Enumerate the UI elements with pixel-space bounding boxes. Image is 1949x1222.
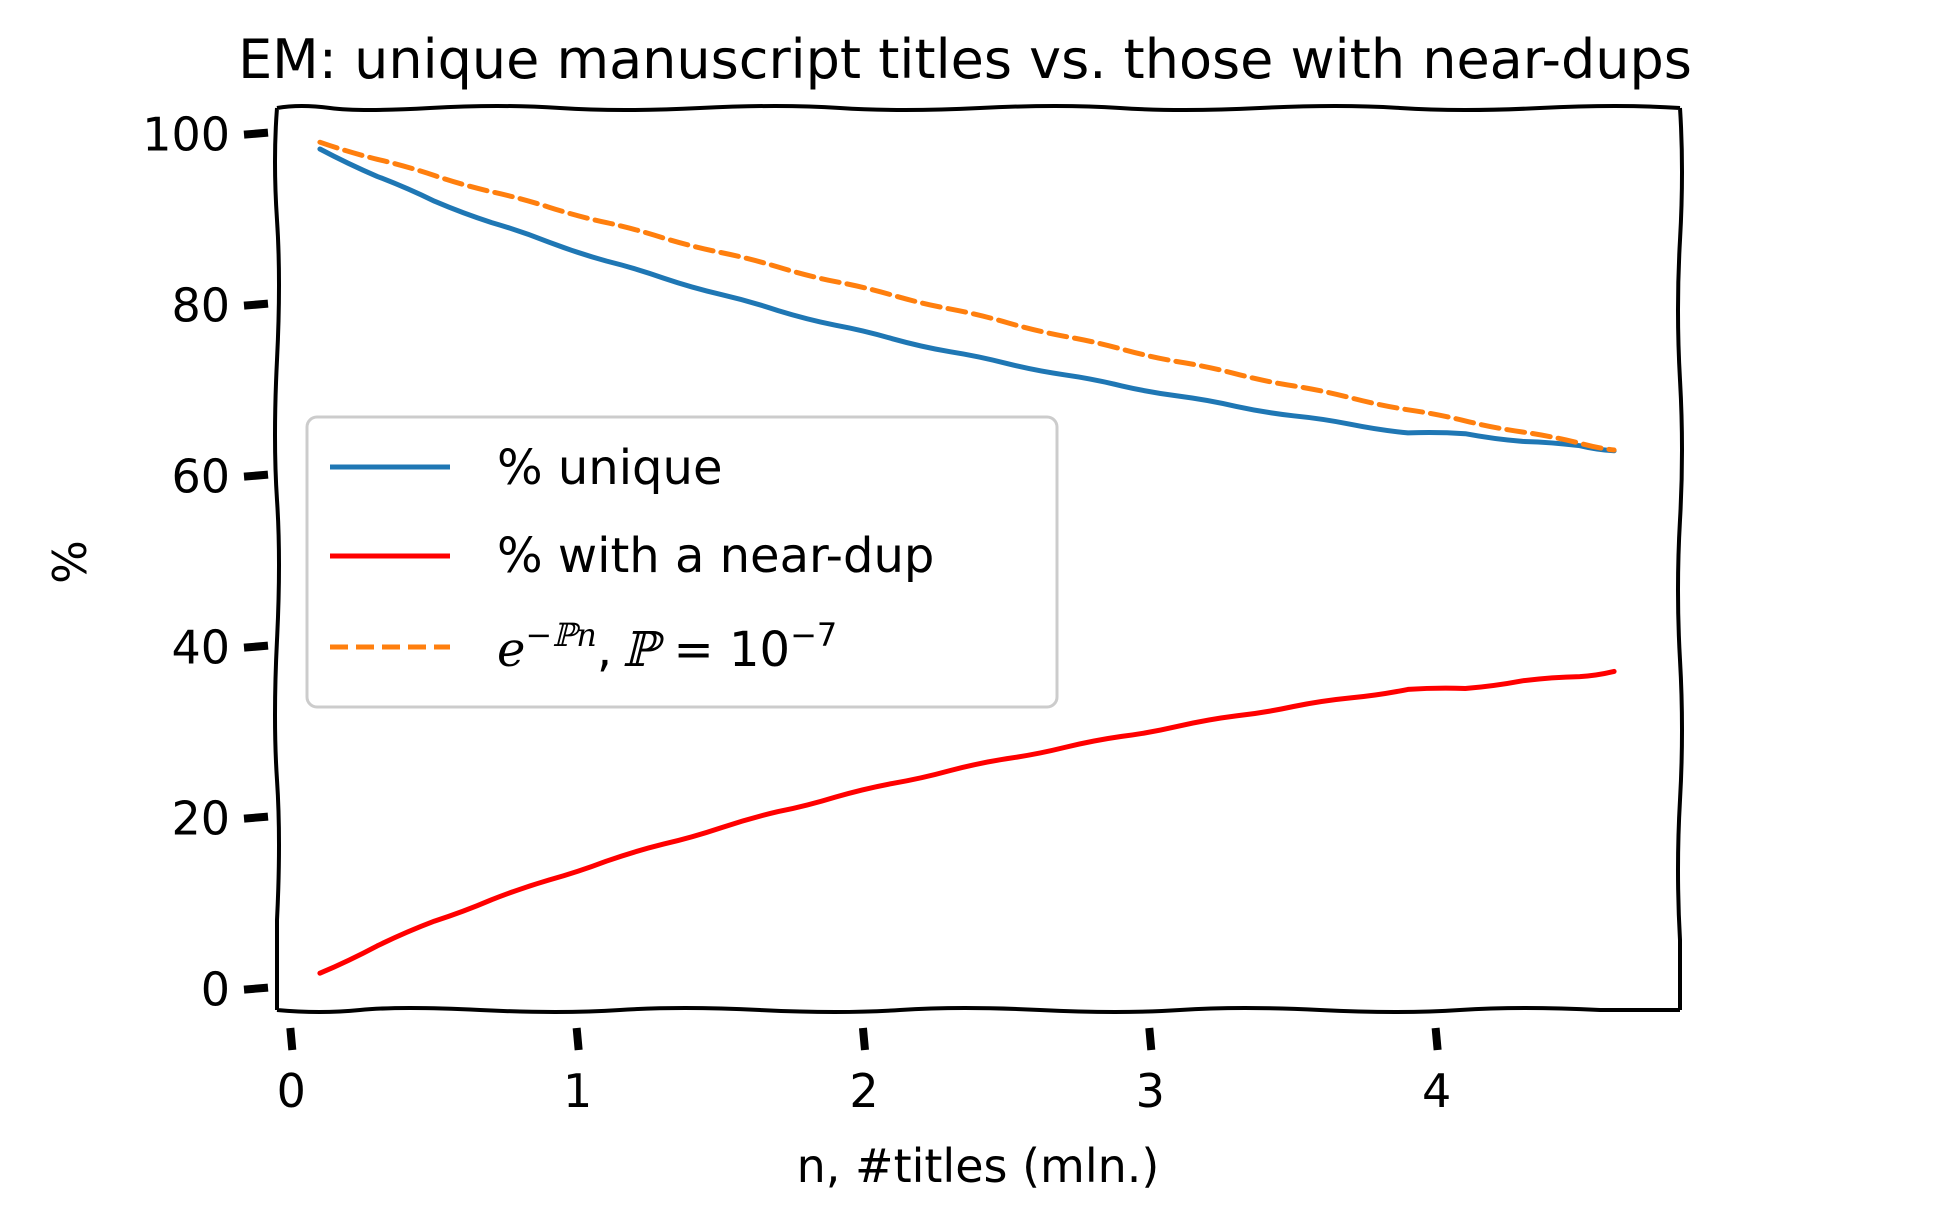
legend-label-fit: e−ℙn, ℙ = 10−7 [497,616,837,678]
plot-frame [273,104,1684,1014]
legend-label-neardup: % with a near-dup [497,528,934,584]
x-tick-mark [858,1027,869,1051]
x-tick-mark [1431,1027,1442,1051]
x-axis-ticks: 0 1 2 3 4 [277,1027,1451,1118]
legend-fit-power: −7 [790,616,837,654]
legend-fit-separator: , [597,622,612,678]
x-tick-label: 1 [563,1064,592,1118]
chart-title: EM: unique manuscript titles vs. those w… [238,28,1692,91]
y-tick-mark [243,299,269,310]
y-tick-label: 0 [201,963,230,1017]
y-tick-label: 40 [171,621,230,675]
x-tick-label: 0 [277,1064,306,1118]
y-tick-label: 80 [171,279,230,333]
y-tick-mark [243,128,269,139]
legend-fit-exponent: −ℙn [525,616,596,654]
y-axis-ticks: 0 20 40 60 80 100 [142,108,269,1017]
series-layer [317,139,1617,976]
x-tick-label: 3 [1136,1064,1165,1118]
legend: % unique % with a near-dup e−ℙn, ℙ = 10−7 [305,415,1059,709]
x-axis-label: n, #titles (mln.) [797,1139,1160,1193]
y-tick-label: 100 [142,108,230,162]
y-tick-mark [243,470,269,481]
legend-fit-equals: = 10 [658,622,790,678]
x-tick-mark [286,1027,297,1051]
y-tick-mark [243,983,269,994]
x-tick-mark [572,1027,583,1051]
y-tick-label: 60 [171,450,230,504]
y-tick-mark [243,641,269,652]
legend-box [305,415,1059,709]
x-tick-mark [1145,1027,1156,1051]
x-tick-label: 4 [1422,1064,1451,1118]
legend-fit-p: ℙ [622,622,665,678]
legend-fit-e: e [497,622,525,678]
series-line-neardup [317,668,1617,976]
y-tick-mark [243,812,269,823]
y-tick-label: 20 [171,792,230,846]
y-axis-label: % [43,540,97,584]
x-tick-label: 2 [849,1064,878,1118]
series-line-fit [317,139,1617,453]
series-line-unique [317,146,1617,454]
legend-label-unique: % unique [497,440,722,496]
